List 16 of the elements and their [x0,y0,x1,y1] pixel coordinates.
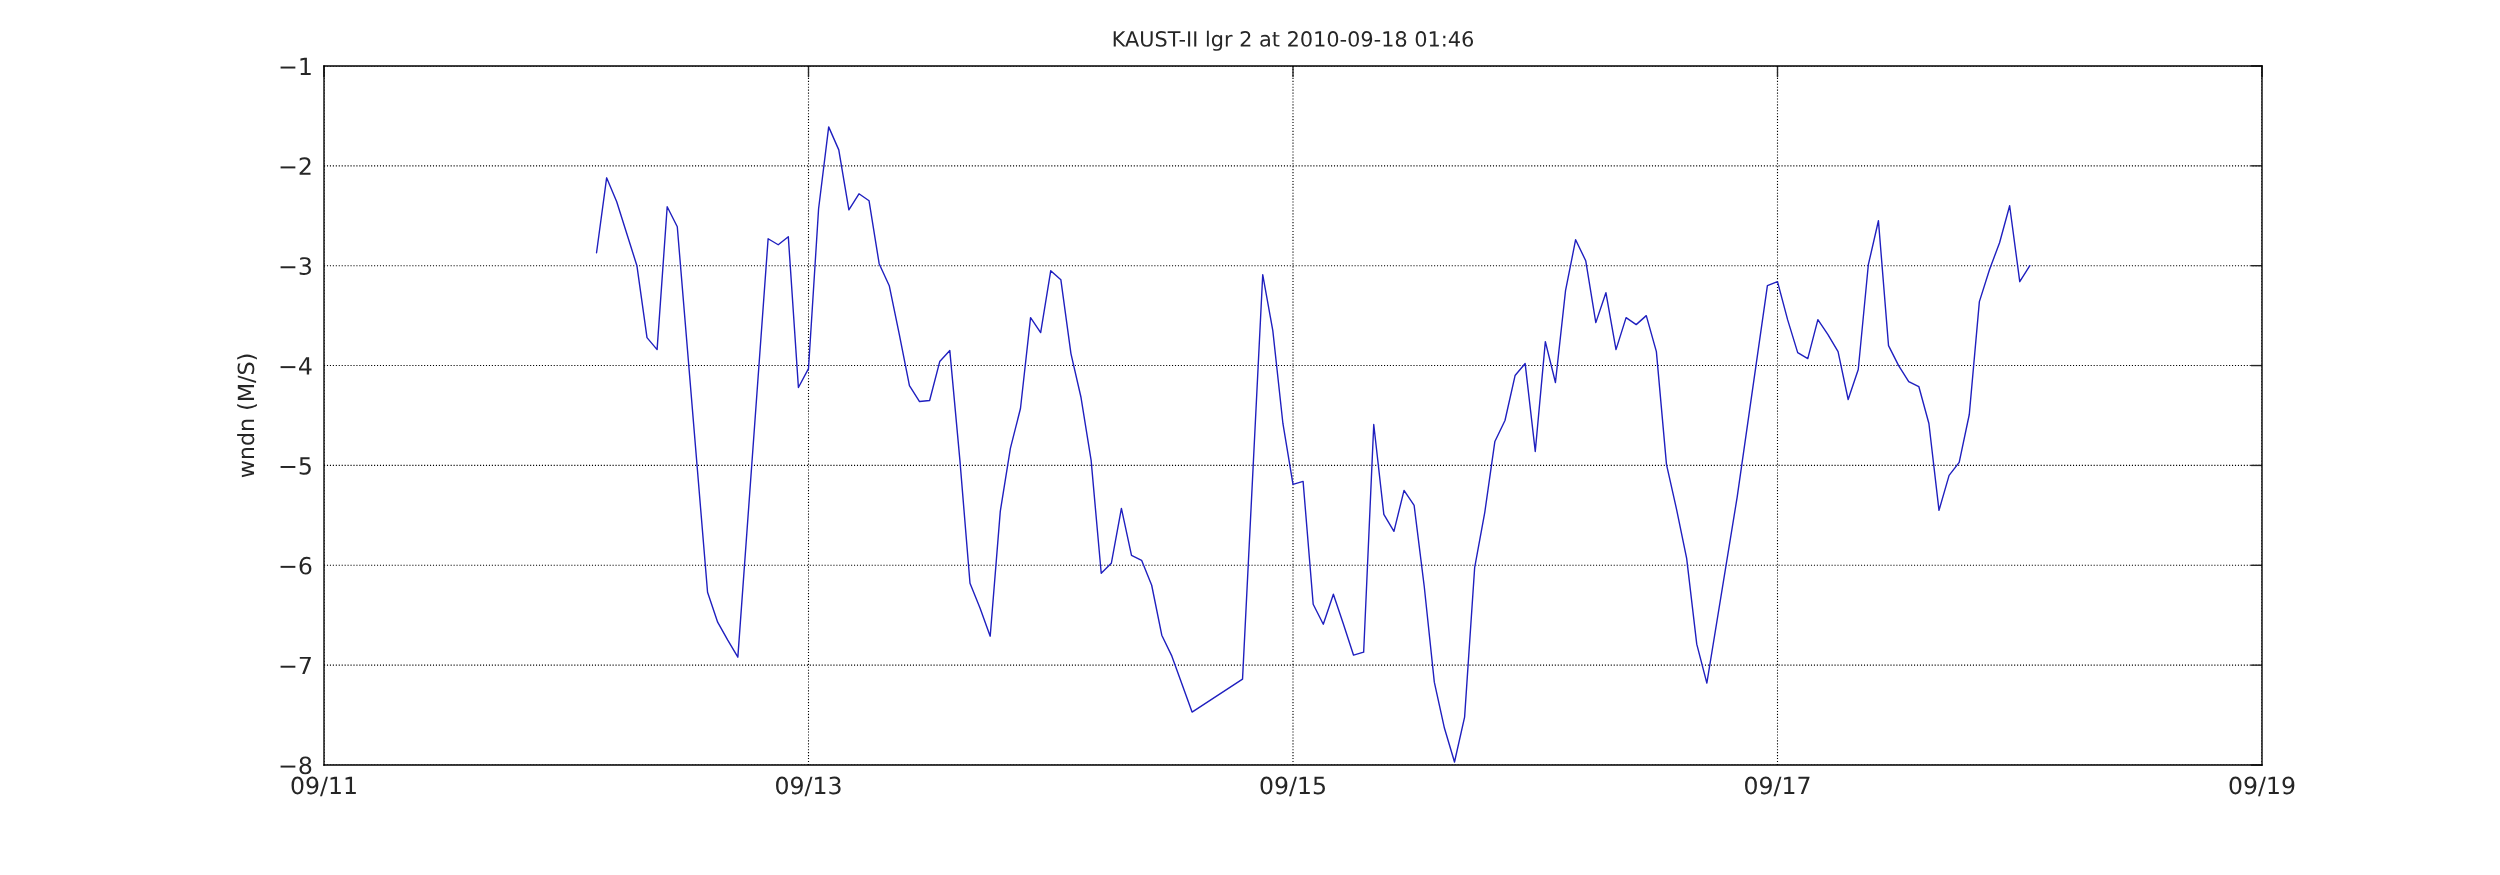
y-tick-label: −8 [280,756,312,775]
x-tick-label: 09/17 [1745,776,1810,797]
y-tick-label: −4 [280,357,312,375]
y-tick-label: −2 [280,157,311,175]
x-tick-label: 09/11 [291,776,356,797]
x-tick-label: 09/19 [2229,776,2295,797]
y-tick-label: −5 [280,457,311,475]
chart-title: KAUST-II lgr 2 at 2010-09-18 01:46 [1113,30,1474,51]
y-tick-label: −1 [280,57,311,75]
y-axis-title: wndn (M/S) [237,354,257,478]
x-tick-label: 09/13 [776,776,841,797]
y-tick-label: −7 [280,656,311,675]
y-tick-label: −6 [280,556,312,575]
y-tick-label: −3 [280,257,311,276]
line-series [595,126,2031,763]
x-tick-label: 09/15 [1260,776,1325,797]
